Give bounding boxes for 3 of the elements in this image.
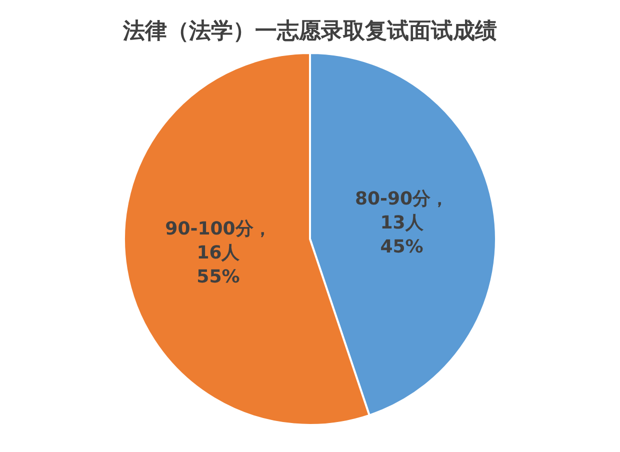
slice-label: 90-100分， 16人 55% <box>165 218 272 288</box>
slice-label: 80-90分， 13人 45% <box>354 188 449 258</box>
chart-title: 法律（法学）一志愿录取复试面试成绩 <box>122 18 498 46</box>
